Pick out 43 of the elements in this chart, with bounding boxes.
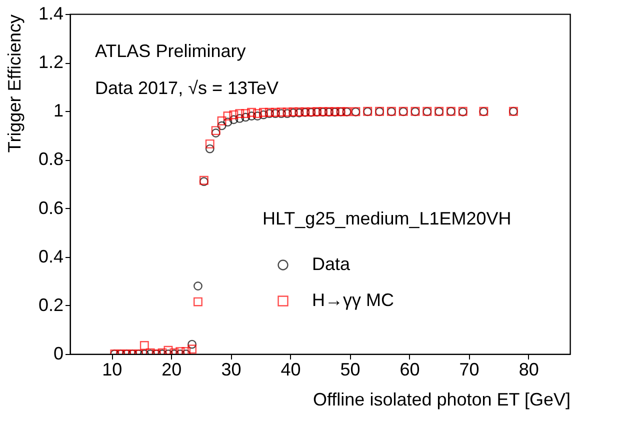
point — [194, 297, 202, 306]
annotation: HLT_g25_medium_L1EM20VH — [262, 208, 512, 229]
point — [241, 112, 250, 122]
legend-label: H→γγ MC — [312, 290, 394, 310]
point — [235, 114, 244, 123]
x-tick-label: 70 — [459, 360, 480, 380]
y-tick-label: 0.8 — [38, 149, 64, 170]
point — [205, 139, 214, 148]
y-tick-label: 0.6 — [38, 198, 64, 218]
point — [247, 108, 256, 117]
point — [211, 126, 220, 136]
y-tick-label: 1.4 — [38, 4, 64, 24]
point — [258, 108, 268, 117]
point — [229, 110, 238, 120]
point — [194, 282, 202, 290]
x-tick-label: 10 — [102, 360, 122, 380]
y-tick-label: 0.4 — [38, 246, 64, 266]
x-tick-label: 60 — [400, 360, 420, 380]
point — [217, 121, 226, 130]
point — [217, 116, 226, 126]
y-tick-label: 0.2 — [38, 294, 64, 315]
point — [223, 118, 232, 127]
y-axis-title: Trigger Efficiency — [4, 14, 24, 153]
point — [235, 109, 244, 118]
point — [247, 112, 256, 120]
point — [223, 112, 232, 120]
x-tick-label: 40 — [280, 360, 301, 380]
x-tick-label: 80 — [518, 360, 539, 380]
point — [253, 112, 262, 120]
annotation: Data 2017, √s = 13TeV — [95, 78, 278, 98]
x-tick-label: 50 — [340, 360, 360, 380]
point — [205, 144, 214, 154]
point — [241, 109, 250, 118]
y-tick-label: 0 — [53, 344, 64, 364]
x-tick-label: 30 — [221, 360, 242, 380]
legend-label: Data — [312, 254, 352, 274]
point — [253, 109, 262, 118]
y-tick-label: 1 — [53, 100, 64, 121]
x-tick-label: 20 — [162, 360, 182, 380]
annotation: ATLAS Preliminary — [95, 41, 246, 61]
x-axis-title: Offline isolated photon ET [GeV] — [313, 390, 570, 410]
point — [229, 115, 238, 124]
y-tick-label: 1.2 — [38, 52, 64, 72]
